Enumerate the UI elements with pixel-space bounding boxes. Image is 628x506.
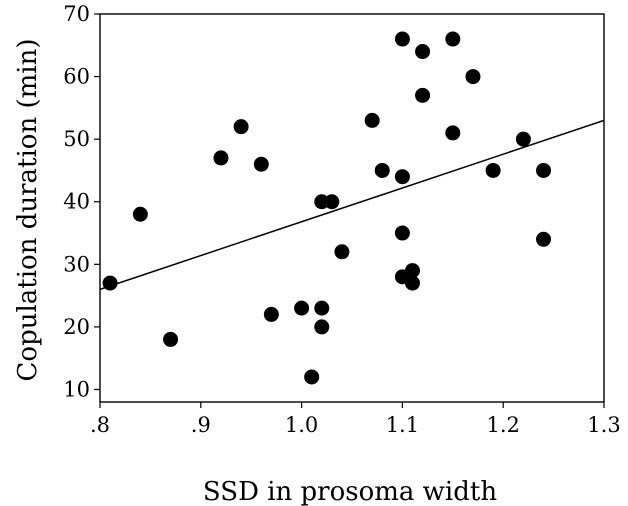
data-point <box>394 225 410 241</box>
data-point <box>314 300 330 316</box>
data-point <box>163 331 179 347</box>
y-tick-label: 50 <box>63 127 90 151</box>
data-point <box>445 125 461 141</box>
data-point <box>294 300 310 316</box>
y-tick-label: 20 <box>63 315 90 339</box>
y-tick-label: 70 <box>63 2 90 26</box>
data-point <box>485 162 501 178</box>
data-point <box>334 244 350 260</box>
data-point <box>263 306 279 322</box>
x-tick-label: 1.0 <box>285 413 318 437</box>
y-tick-label: 30 <box>63 252 90 276</box>
data-point <box>536 231 552 247</box>
data-point <box>445 31 461 47</box>
regression-line <box>99 119 605 291</box>
data-point <box>233 119 249 135</box>
data-point <box>364 112 380 128</box>
data-point <box>404 275 420 291</box>
data-point <box>465 69 481 85</box>
data-point <box>132 206 148 222</box>
data-point <box>304 369 320 385</box>
data-point <box>415 44 431 60</box>
data-point <box>213 150 229 166</box>
y-tick-label: 10 <box>63 377 90 401</box>
data-point <box>324 194 340 210</box>
y-axis-title: Copulation duration (min) <box>13 39 43 382</box>
x-tick-label: 1.3 <box>587 413 620 437</box>
data-point <box>404 263 420 279</box>
x-tick-label: .8 <box>90 413 110 437</box>
x-tick-label: 1.2 <box>486 413 519 437</box>
plot-frame <box>99 13 605 403</box>
data-point <box>374 162 390 178</box>
data-point <box>536 162 552 178</box>
data-point <box>253 156 269 172</box>
y-tick-label: 60 <box>63 65 90 89</box>
data-point <box>394 31 410 47</box>
data-point <box>515 131 531 147</box>
data-point <box>394 169 410 185</box>
data-point <box>314 319 330 335</box>
data-point <box>415 87 431 103</box>
x-tick-label: 1.1 <box>386 413 419 437</box>
x-axis-title: SSD in prosoma width <box>203 477 497 506</box>
y-tick-label: 40 <box>63 190 90 214</box>
x-tick-label: .9 <box>191 413 211 437</box>
data-point <box>102 275 118 291</box>
